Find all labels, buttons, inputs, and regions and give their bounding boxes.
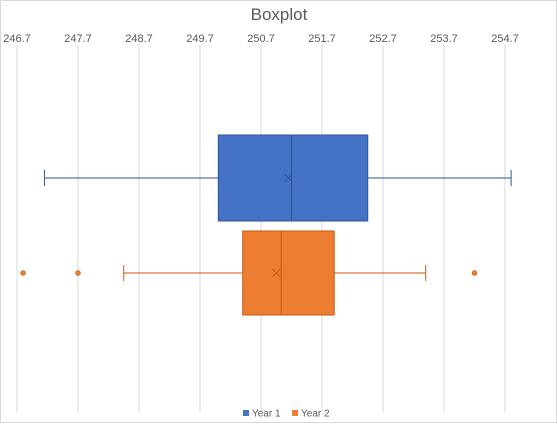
- legend-swatch-2: [292, 410, 298, 416]
- x-tick-label-6: 252.7: [369, 33, 397, 45]
- x-tick-label-7: 253.7: [430, 33, 458, 45]
- box-2: [242, 230, 335, 316]
- x-tick-labels: 246.7 247.7 248.7 249.7 250.7 251.7 252.7 253.7…: [3, 33, 519, 45]
- gridlines: [16, 45, 506, 412]
- x-tick-label-1: 247.7: [64, 33, 92, 45]
- outlier-point-2-1: [20, 270, 26, 276]
- legend-swatch-1: [243, 410, 249, 416]
- series-2: [20, 230, 478, 316]
- x-tick-label-2: 248.7: [125, 33, 153, 45]
- box-1: [217, 134, 369, 222]
- series-1: [43, 134, 512, 222]
- outlier-point-2-2: [75, 270, 81, 276]
- legend-label-2: Year 2: [301, 409, 330, 420]
- x-tick-label-3: 249.7: [186, 33, 214, 45]
- legend-label-1: Year 1: [252, 409, 281, 420]
- x-tick-label-4: 250.7: [247, 33, 275, 45]
- x-tick-label-5: 251.7: [308, 33, 336, 45]
- x-tick-label-0: 246.7: [3, 33, 31, 45]
- x-tick-label-8: 254.7: [491, 33, 519, 45]
- mean-marker-1-b: [284, 173, 293, 183]
- outlier-point-2-3: [471, 270, 478, 276]
- mean-marker-2-b: [271, 268, 281, 278]
- chart-title: Boxplot: [251, 5, 308, 24]
- legend: Year 1 Year 2: [243, 409, 330, 420]
- series-group: [20, 134, 512, 316]
